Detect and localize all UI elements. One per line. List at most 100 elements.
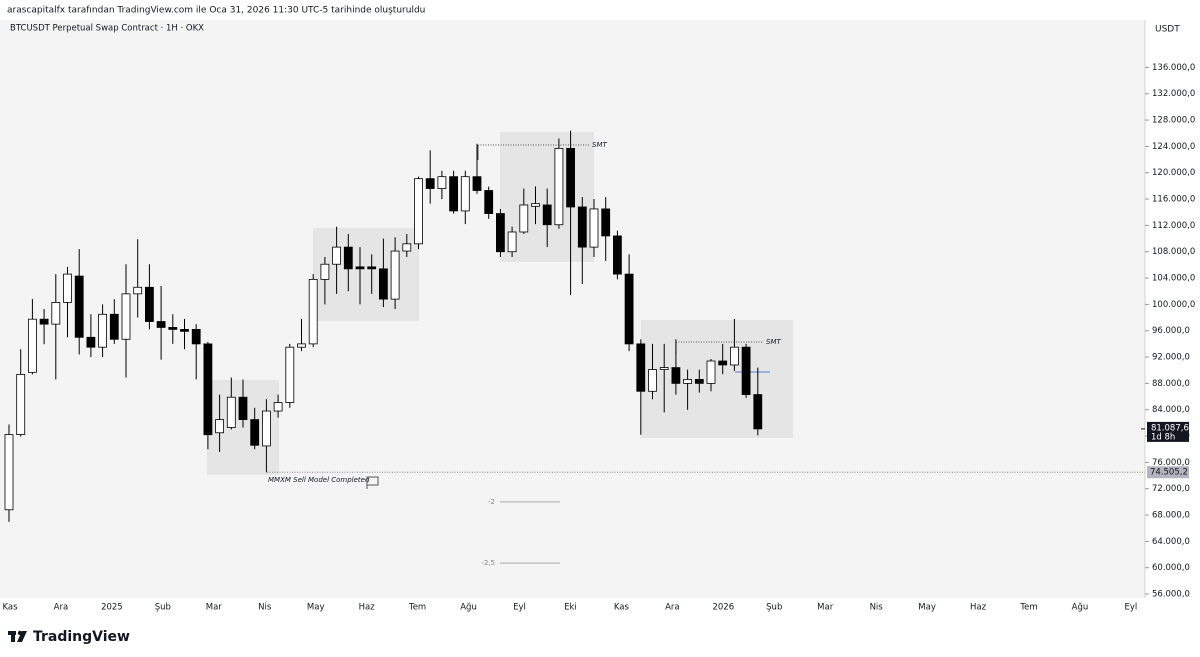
candle-body (671, 367, 681, 384)
candle (238, 379, 248, 428)
candle (297, 318, 306, 352)
candle-body (285, 346, 295, 403)
fib-label: -2,5 (481, 559, 495, 567)
candle (27, 299, 37, 375)
candle (98, 304, 107, 358)
x-tick-label: Eyl (513, 603, 526, 613)
candle-body (121, 293, 131, 340)
candle (601, 197, 611, 261)
x-tick-label: May (307, 603, 325, 613)
candle-body (98, 313, 107, 348)
candle (320, 256, 330, 305)
candle-body (648, 369, 657, 392)
x-tick-label: Kas (2, 603, 18, 613)
candle-body (554, 147, 564, 226)
x-tick-label: Eki (564, 603, 577, 613)
candle-body (437, 176, 447, 189)
candle-body (261, 410, 271, 447)
candle-body (577, 206, 587, 248)
candle-body (273, 402, 283, 412)
x-tick-label: Haz (359, 603, 376, 613)
candle-body (355, 266, 365, 270)
x-tick-label: Ağu (460, 603, 477, 613)
candle-body (613, 235, 622, 275)
x-tick-label: Haz (970, 603, 987, 613)
candle (566, 130, 575, 296)
candle (402, 233, 412, 257)
candle (250, 407, 260, 450)
y-tick-label: 108.000,0 (1152, 247, 1195, 257)
y-tick-label: 88.000,0 (1152, 379, 1190, 389)
candle (753, 367, 763, 436)
candle (390, 237, 400, 309)
candle (261, 399, 271, 473)
candle (437, 170, 447, 200)
y-tick-label: 72.000,0 (1152, 484, 1190, 494)
y-tick-label: 100.000,0 (1152, 300, 1195, 310)
unit-box (1151, 22, 1191, 36)
candle-body (109, 313, 119, 340)
candle-body (683, 379, 692, 384)
chart-title: BTCUSDT Perpetual Swap Contract · 1H · O… (10, 24, 204, 34)
annotation: SMT (592, 141, 607, 149)
candle (215, 394, 225, 452)
candle-body (343, 246, 353, 270)
candle (378, 238, 388, 308)
x-tick-label: Ara (54, 603, 69, 613)
candle (16, 349, 26, 437)
footer-brand: TradingView (33, 629, 130, 645)
candle (613, 230, 622, 280)
zone (313, 228, 419, 321)
x-tick-label: Nis (258, 603, 272, 613)
candle (168, 314, 178, 344)
y-tick-label: 96.000,0 (1152, 326, 1190, 336)
candle (39, 309, 49, 345)
candle-body (86, 336, 96, 348)
candle (156, 285, 166, 360)
candle-body (472, 176, 482, 191)
candle-body (449, 176, 459, 212)
candle (589, 199, 599, 257)
logo (8, 630, 27, 642)
candle-body (519, 204, 529, 233)
candle (507, 226, 517, 257)
candle-body (226, 396, 236, 428)
candle-body (659, 367, 669, 370)
candle (63, 266, 72, 338)
candle-body (308, 278, 318, 345)
candle-body (378, 268, 388, 300)
x-tick-label: Tem (1019, 603, 1037, 613)
candle (531, 186, 540, 225)
candle (519, 188, 529, 234)
unit-label: USDT (1155, 25, 1180, 35)
candle-body (730, 346, 739, 366)
candle-body (133, 286, 143, 295)
candle-body (297, 343, 306, 348)
candle (285, 343, 295, 408)
flag-icon (366, 476, 379, 489)
candle-body (718, 360, 728, 366)
candle-body (601, 208, 611, 237)
x-tick-label: Ağu (1072, 603, 1089, 613)
candle (273, 394, 283, 418)
candle (636, 339, 646, 435)
x-tick-label: Tem (408, 603, 426, 613)
candle (683, 369, 692, 410)
y-tick-label: 68.000,0 (1152, 511, 1190, 521)
y-tick-label: 116.000,0 (1152, 195, 1195, 205)
candle-body (741, 346, 751, 395)
candle-body (495, 213, 505, 253)
candle (542, 188, 552, 248)
candle (332, 226, 342, 294)
x-tick-label: Kas (614, 603, 630, 613)
countdown-label: 1d 8h (1151, 432, 1175, 442)
candle-body (180, 329, 189, 332)
candle-body (706, 360, 716, 384)
y-tick-label: 60.000,0 (1152, 563, 1190, 573)
candle (343, 233, 353, 292)
candle-body (390, 250, 400, 300)
candle-body (367, 266, 377, 270)
candle (484, 186, 494, 219)
x-tick-label: 2026 (712, 603, 734, 613)
